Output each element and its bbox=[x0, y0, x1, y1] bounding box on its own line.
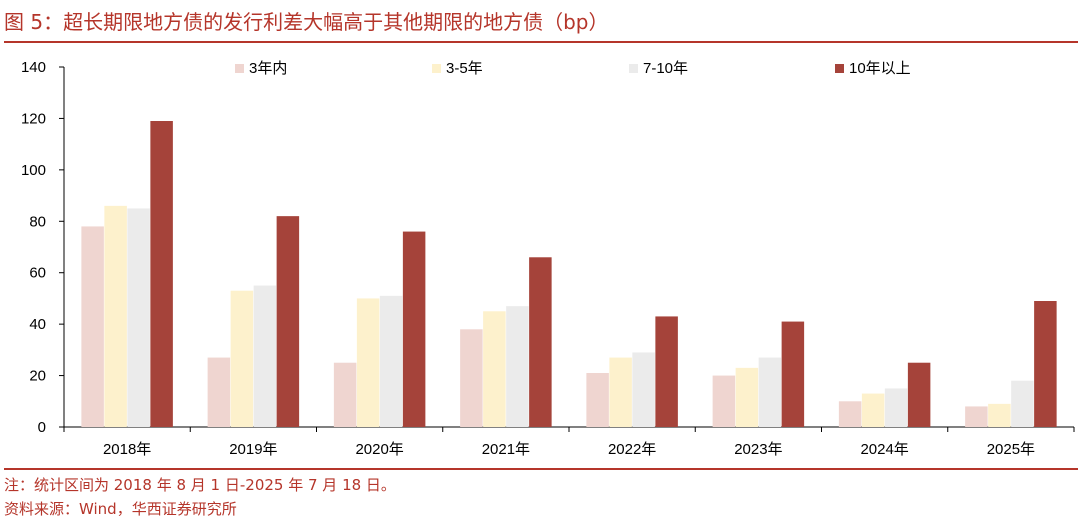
y-tick-label: 120 bbox=[21, 110, 46, 127]
bar bbox=[150, 121, 173, 427]
y-tick-label: 60 bbox=[29, 265, 46, 282]
bar bbox=[333, 362, 357, 427]
bar bbox=[907, 362, 931, 427]
x-tick-label: 2023年 bbox=[734, 441, 782, 458]
legend-label: 10年以上 bbox=[849, 60, 911, 77]
x-tick-label: 2021年 bbox=[482, 441, 530, 458]
bar bbox=[1034, 301, 1057, 427]
bar bbox=[483, 311, 506, 427]
bar bbox=[758, 357, 782, 427]
legend-swatch bbox=[235, 64, 244, 73]
note-text: 注：统计区间为 2018 年 8 月 1 日-2025 年 7 月 18 日。 bbox=[4, 476, 396, 494]
figure-title: 图 5：超长期限地方债的发行利差大幅高于其他期限的地方债（bp） bbox=[4, 10, 609, 34]
y-tick-label: 80 bbox=[29, 213, 46, 230]
bar bbox=[529, 257, 552, 427]
x-axis: 2018年 2019年 2020年 2021年 2022年 2023年 2024年 2025年 bbox=[63, 426, 1075, 458]
bar bbox=[356, 298, 380, 427]
y-tick-label: 0 bbox=[38, 419, 46, 436]
source-text: 资料来源：Wind，华西证券研究所 bbox=[4, 500, 237, 518]
bar bbox=[81, 226, 104, 427]
bar bbox=[276, 216, 300, 427]
bar bbox=[104, 205, 127, 427]
legend-label: 3-5年 bbox=[446, 60, 483, 77]
bar bbox=[379, 295, 403, 427]
bar bbox=[1011, 380, 1034, 427]
bar bbox=[402, 231, 426, 427]
bar bbox=[988, 403, 1011, 427]
bar bbox=[460, 329, 483, 427]
bar bbox=[861, 393, 885, 427]
legend-label: 3年内 bbox=[249, 60, 287, 77]
bar bbox=[632, 352, 655, 427]
footer-rule bbox=[4, 468, 1078, 470]
legend-label: 7-10年 bbox=[643, 60, 688, 77]
x-tick-label: 2018年 bbox=[103, 441, 151, 458]
y-axis: 0 20 40 60 80 100 120 140 bbox=[21, 59, 65, 436]
bar bbox=[884, 388, 908, 427]
x-tick-label: 2019年 bbox=[229, 441, 277, 458]
bar bbox=[253, 285, 277, 427]
y-tick-label: 100 bbox=[21, 162, 46, 179]
x-tick-label: 2020年 bbox=[355, 441, 403, 458]
bar bbox=[230, 290, 254, 427]
bar bbox=[965, 406, 988, 427]
y-tick-label: 40 bbox=[29, 316, 46, 333]
bar bbox=[712, 375, 736, 427]
bar bbox=[655, 316, 678, 427]
title-rule bbox=[4, 41, 1078, 43]
bar bbox=[781, 321, 805, 427]
x-tick-label: 2024年 bbox=[860, 441, 908, 458]
legend-swatch bbox=[835, 64, 844, 73]
x-tick-label: 2025年 bbox=[987, 441, 1035, 458]
y-tick-label: 140 bbox=[21, 59, 46, 76]
legend: 3年内 3-5年 7-10年 10年以上 bbox=[235, 60, 911, 77]
bar bbox=[506, 306, 529, 427]
bars bbox=[81, 121, 1057, 427]
legend-swatch bbox=[432, 64, 441, 73]
x-tick-label: 2022年 bbox=[608, 441, 656, 458]
bar bbox=[207, 357, 231, 427]
legend-swatch bbox=[629, 64, 638, 73]
y-tick-label: 20 bbox=[29, 368, 46, 385]
bar bbox=[609, 357, 632, 427]
bar bbox=[838, 401, 862, 427]
bar bbox=[586, 373, 609, 427]
bar bbox=[735, 367, 759, 427]
bar bbox=[127, 208, 150, 427]
